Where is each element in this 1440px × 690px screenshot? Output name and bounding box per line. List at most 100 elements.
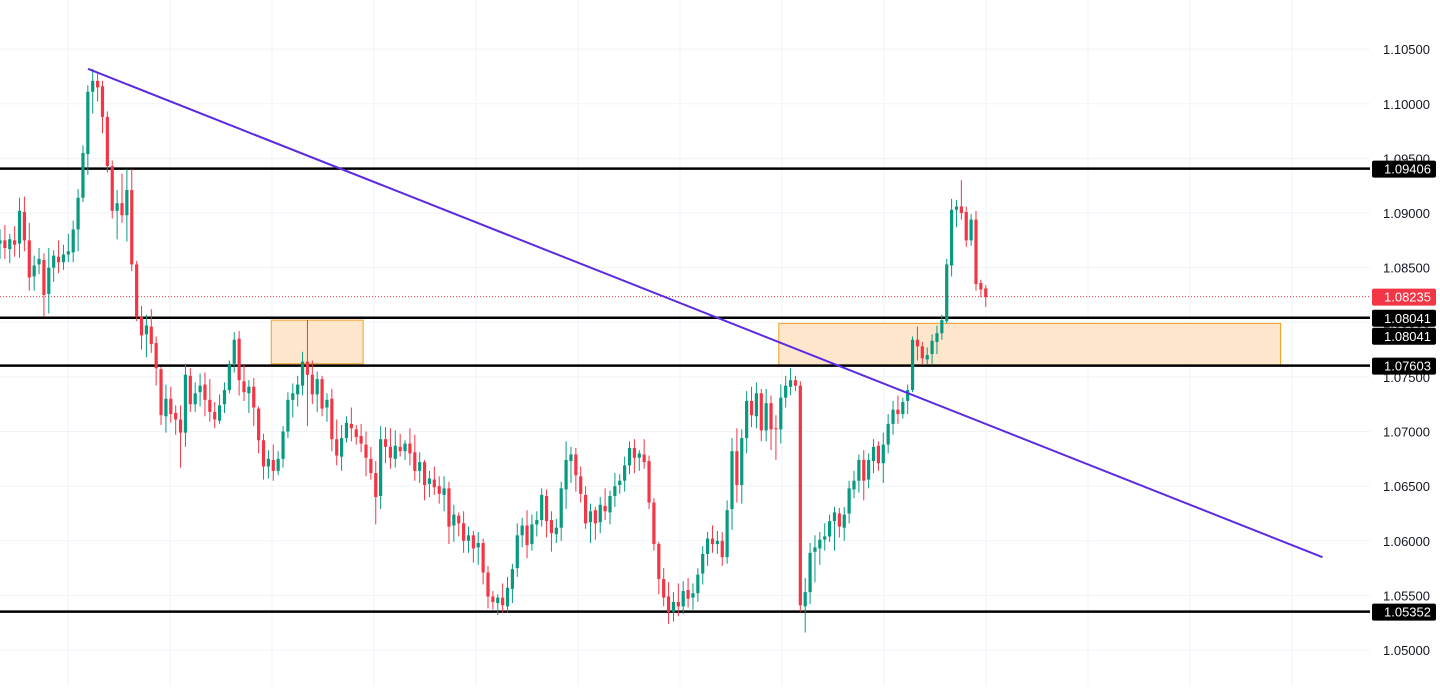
- candle-body: [784, 385, 788, 398]
- candle-body: [286, 399, 290, 432]
- candle-body: [920, 346, 924, 359]
- candle-body: [871, 446, 876, 462]
- candle-body: [618, 480, 622, 486]
- candle-body: [632, 447, 636, 458]
- candle-body: [388, 446, 392, 458]
- candle-body: [408, 443, 412, 454]
- trendline[interactable]: [87, 67, 1323, 559]
- candle-body: [227, 363, 231, 391]
- candle-body: [803, 592, 807, 607]
- candle-body: [208, 399, 212, 412]
- candle-body: [466, 535, 471, 541]
- candle-body: [471, 535, 475, 549]
- candle-body: [798, 385, 802, 606]
- candle-body: [579, 476, 583, 494]
- candle-body: [867, 459, 871, 480]
- candle-body: [964, 211, 968, 241]
- candle-body: [66, 251, 70, 255]
- price-label-text: 1.08235: [1384, 290, 1431, 305]
- candle-body: [745, 400, 749, 439]
- candle-body: [740, 438, 744, 486]
- candle-body: [276, 458, 280, 471]
- candle-body: [139, 316, 144, 336]
- candle-body: [637, 453, 641, 458]
- candle-body: [32, 265, 36, 277]
- y-axis-tick-label: 1.06000: [1383, 534, 1430, 549]
- candle-body: [950, 209, 954, 266]
- price-label-box: [1372, 357, 1436, 375]
- candle-body: [8, 239, 12, 250]
- candle-body: [808, 552, 812, 593]
- candle-body: [330, 398, 334, 440]
- descending-trendline: [87, 67, 1323, 559]
- candle-body: [642, 454, 646, 463]
- candle-body: [544, 495, 549, 522]
- candle-body: [515, 535, 519, 569]
- candle-body: [359, 435, 363, 444]
- candle-body: [652, 502, 656, 545]
- candle-body: [569, 454, 573, 462]
- price-label-box: [1372, 288, 1436, 306]
- candle-body: [584, 494, 588, 524]
- candle-body: [901, 402, 905, 415]
- candle-body: [876, 445, 880, 464]
- price-label-text: 1.05352: [1384, 605, 1431, 620]
- candle-body: [954, 206, 959, 210]
- candle-body: [291, 393, 295, 400]
- candle-body: [984, 288, 988, 298]
- candle-body: [447, 488, 451, 527]
- candle-body: [774, 428, 778, 430]
- candle-body: [71, 229, 75, 253]
- y-axis-tick-label: 1.07000: [1383, 425, 1430, 440]
- candle-body: [979, 282, 983, 290]
- candle-body: [925, 355, 929, 360]
- candle-body: [476, 542, 480, 548]
- candle-body: [564, 459, 568, 490]
- candle-body: [457, 515, 461, 524]
- candle-body: [559, 488, 563, 528]
- candle-body: [749, 400, 754, 416]
- price-label-box: [1372, 309, 1436, 327]
- zone-rectangle: [778, 322, 1282, 367]
- candle-body: [608, 495, 612, 513]
- candle-body: [623, 465, 627, 481]
- y-axis-tick-label: 1.08500: [1383, 261, 1430, 276]
- candle-body: [37, 258, 41, 265]
- candle-body: [296, 384, 300, 395]
- candle-body: [657, 544, 661, 580]
- candle-body: [17, 210, 22, 244]
- candle-body: [149, 326, 153, 345]
- candle-body: [300, 361, 305, 386]
- candle-body: [647, 461, 651, 503]
- candle-body: [320, 379, 324, 409]
- candle-body: [247, 386, 251, 394]
- candle-body: [159, 369, 163, 416]
- candle-body: [603, 505, 607, 512]
- candle-body: [261, 440, 266, 467]
- candle-body: [915, 339, 920, 347]
- candle-body: [525, 525, 529, 546]
- candle-body: [891, 409, 895, 424]
- candle-body: [671, 601, 676, 612]
- candle-body: [549, 520, 554, 534]
- candle-body: [788, 380, 793, 387]
- price-axis[interactable]: 1.105001.100001.095001.090001.085001.080…: [1383, 42, 1430, 658]
- candle-body: [266, 458, 270, 467]
- candle-body: [100, 86, 105, 117]
- y-axis-tick-label: 1.10500: [1383, 42, 1430, 57]
- candle-body: [81, 152, 85, 198]
- candle-body: [676, 601, 680, 607]
- candle-body: [76, 197, 80, 230]
- candle-body: [730, 451, 734, 510]
- candle-body: [852, 480, 856, 490]
- candle-body: [188, 375, 192, 405]
- candle-body: [86, 91, 90, 155]
- candle-body: [120, 203, 124, 216]
- candle-body: [627, 447, 632, 466]
- candle-body: [696, 574, 700, 594]
- candle-body: [422, 462, 427, 486]
- candle-body: [701, 553, 705, 574]
- price-label-text: 1.08041: [1384, 311, 1431, 326]
- candle-body: [164, 398, 168, 417]
